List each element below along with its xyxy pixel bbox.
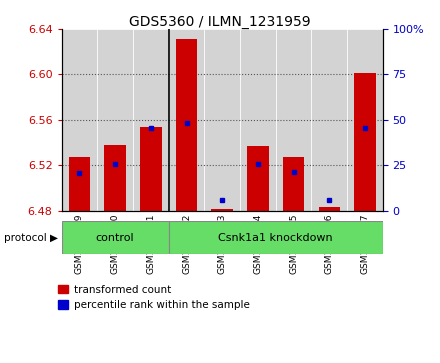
- Bar: [104, 145, 126, 211]
- Bar: [140, 127, 161, 211]
- Bar: [69, 157, 90, 211]
- FancyBboxPatch shape: [62, 221, 169, 254]
- Bar: [176, 39, 197, 211]
- Bar: [62, 29, 97, 211]
- Text: protocol ▶: protocol ▶: [4, 233, 59, 243]
- Bar: [212, 209, 233, 211]
- Bar: [319, 207, 340, 211]
- Text: control: control: [96, 233, 135, 243]
- Legend: transformed count, percentile rank within the sample: transformed count, percentile rank withi…: [58, 285, 249, 310]
- Bar: [169, 29, 204, 211]
- Bar: [204, 29, 240, 211]
- Text: GDS5360 / ILMN_1231959: GDS5360 / ILMN_1231959: [129, 15, 311, 29]
- Bar: [347, 29, 383, 211]
- Bar: [240, 29, 276, 211]
- Bar: [312, 29, 347, 211]
- Bar: [354, 73, 376, 211]
- Bar: [276, 29, 312, 211]
- FancyBboxPatch shape: [169, 221, 383, 254]
- Bar: [247, 146, 268, 211]
- Bar: [133, 29, 169, 211]
- Text: Csnk1a1 knockdown: Csnk1a1 knockdown: [218, 233, 333, 243]
- Bar: [283, 157, 304, 211]
- Bar: [97, 29, 133, 211]
